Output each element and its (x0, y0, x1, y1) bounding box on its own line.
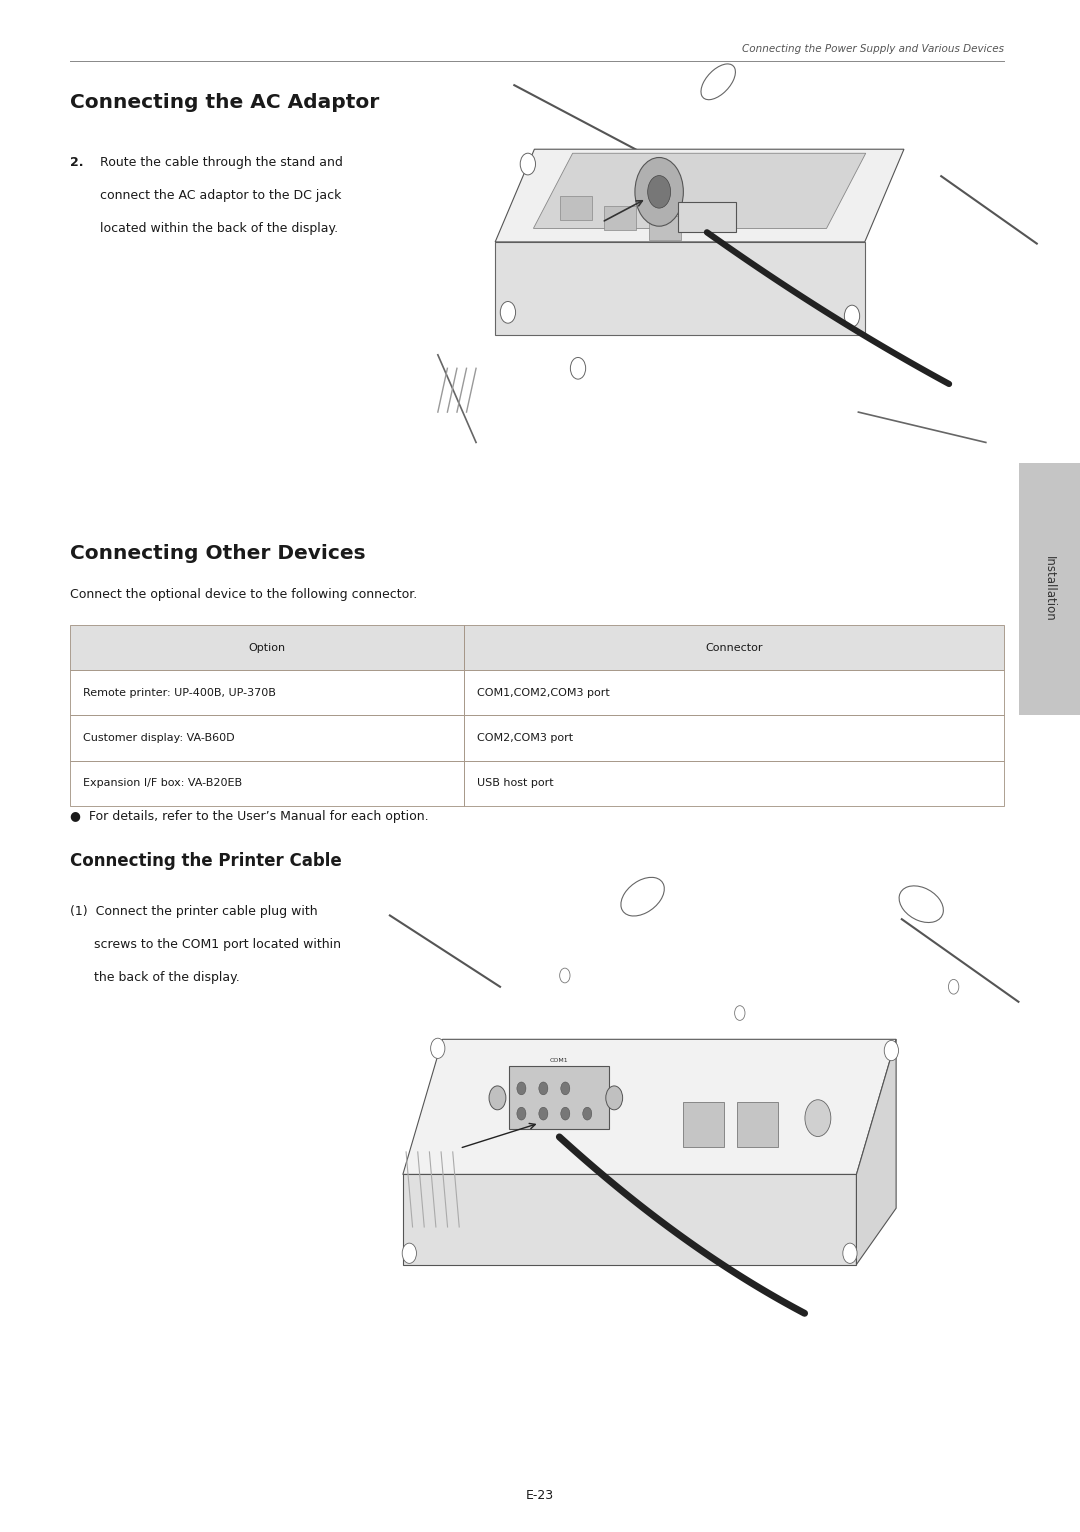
Bar (464, 761, 1004, 806)
Polygon shape (403, 1175, 856, 1264)
Polygon shape (534, 153, 866, 228)
Text: ●  For details, refer to the User’s Manual for each option.: ● For details, refer to the User’s Manua… (70, 810, 429, 823)
Circle shape (583, 1108, 592, 1120)
Polygon shape (856, 1039, 896, 1264)
Circle shape (885, 1040, 899, 1060)
Polygon shape (403, 1039, 896, 1175)
Circle shape (539, 1108, 548, 1120)
Text: the back of the display.: the back of the display. (70, 971, 240, 984)
Text: USB host port: USB host port (477, 778, 554, 789)
Text: COM1: COM1 (550, 1057, 569, 1063)
Circle shape (561, 1082, 570, 1095)
Circle shape (561, 1108, 570, 1120)
Text: Connecting Other Devices: Connecting Other Devices (70, 544, 366, 562)
Text: Customer display: VA-B60D: Customer display: VA-B60D (83, 732, 234, 743)
Text: Connecting the Printer Cable: Connecting the Printer Cable (70, 852, 342, 870)
Text: Expansion I/F box: VA-B20EB: Expansion I/F box: VA-B20EB (83, 778, 242, 789)
Bar (70, 761, 464, 806)
Circle shape (517, 1108, 526, 1120)
Circle shape (402, 1242, 417, 1264)
Text: Option: Option (248, 642, 286, 653)
Circle shape (606, 1086, 623, 1109)
Ellipse shape (701, 64, 735, 100)
Polygon shape (495, 242, 865, 334)
Circle shape (517, 1082, 526, 1095)
Ellipse shape (900, 885, 943, 922)
Text: Connecting the Power Supply and Various Devices: Connecting the Power Supply and Various … (742, 43, 1004, 54)
Circle shape (805, 1100, 831, 1137)
Circle shape (489, 1086, 505, 1109)
Circle shape (570, 357, 585, 378)
Bar (678, 202, 735, 233)
Text: Remote printer: UP-400B, UP-370B: Remote printer: UP-400B, UP-370B (83, 688, 276, 699)
Circle shape (500, 302, 515, 323)
Text: connect the AC adaptor to the DC jack: connect the AC adaptor to the DC jack (100, 188, 341, 202)
Circle shape (948, 979, 959, 994)
Circle shape (845, 305, 860, 326)
Circle shape (559, 968, 570, 984)
Text: 2.: 2. (70, 156, 84, 169)
Polygon shape (559, 196, 592, 219)
Bar (683, 1103, 724, 1147)
Text: COM1,COM2,COM3 port: COM1,COM2,COM3 port (477, 688, 610, 699)
Circle shape (431, 1039, 445, 1059)
Text: Route the cable through the stand and: Route the cable through the stand and (100, 156, 343, 169)
Bar (70, 671, 464, 715)
Bar (70, 715, 464, 761)
Circle shape (539, 1082, 548, 1095)
Bar (1020, 463, 1080, 715)
Bar (464, 625, 1004, 671)
Text: located within the back of the display.: located within the back of the display. (100, 222, 338, 234)
Ellipse shape (621, 878, 664, 916)
Text: E-23: E-23 (526, 1489, 554, 1501)
Circle shape (635, 158, 684, 227)
Circle shape (734, 1005, 745, 1020)
Circle shape (521, 153, 536, 175)
Text: Connect the optional device to the following connector.: Connect the optional device to the follo… (70, 588, 418, 601)
Text: screws to the COM1 port located within: screws to the COM1 port located within (70, 938, 341, 951)
Bar (464, 715, 1004, 761)
Bar (510, 1066, 609, 1129)
Text: (1)  Connect the printer cable plug with: (1) Connect the printer cable plug with (70, 905, 318, 918)
Polygon shape (605, 207, 636, 230)
Text: Installation: Installation (1043, 556, 1056, 622)
Bar (464, 671, 1004, 715)
Text: Connector: Connector (705, 642, 764, 653)
Ellipse shape (593, 182, 627, 218)
Circle shape (648, 176, 671, 208)
Text: Connecting the AC Adaptor: Connecting the AC Adaptor (70, 93, 379, 112)
Bar (738, 1103, 779, 1147)
Circle shape (842, 1242, 858, 1264)
Bar (70, 625, 464, 671)
Text: COM2,COM3 port: COM2,COM3 port (477, 732, 573, 743)
Polygon shape (495, 149, 904, 242)
Polygon shape (649, 216, 680, 241)
